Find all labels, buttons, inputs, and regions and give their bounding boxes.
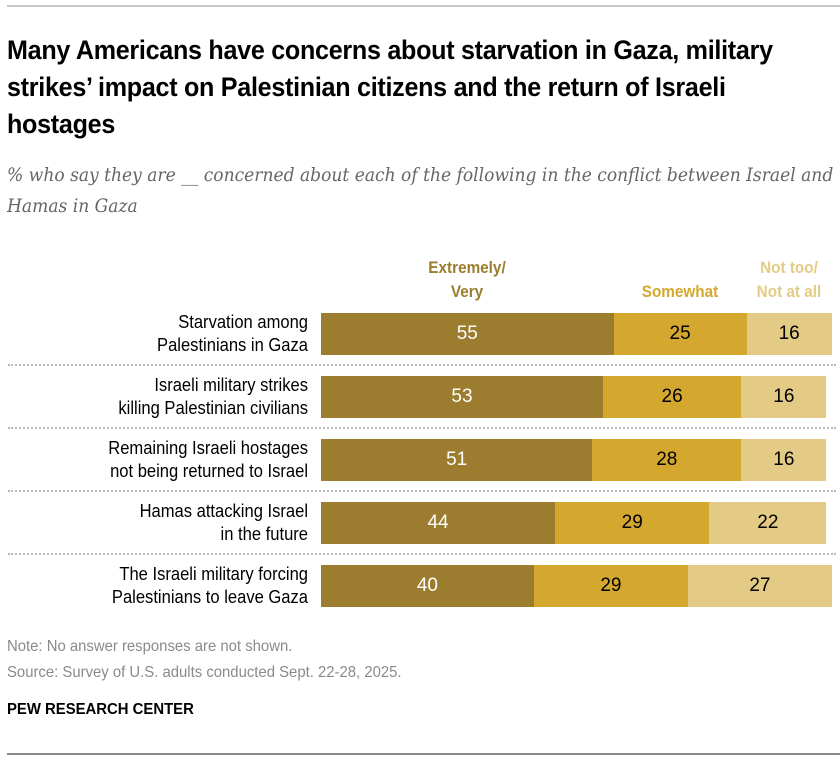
- data-label: 16: [773, 449, 795, 470]
- category-label: Starvation among Palestinians in Gaza: [157, 312, 308, 355]
- data-label: 25: [669, 323, 691, 344]
- legend-label-0: Extremely/ Very: [428, 258, 506, 301]
- data-label: 51: [446, 449, 468, 470]
- bar-segment: 16: [741, 376, 827, 418]
- category-label: Hamas attacking Israel in the future: [139, 501, 308, 544]
- category-label: The Israeli military forcing Palestinian…: [111, 564, 308, 607]
- stacked-bar-chart: Extremely/ Very Somewhat Not too/ Not at a…: [8, 258, 836, 607]
- note-text: Note: No answer responses are not shown.: [7, 638, 293, 655]
- bar-segment: 55: [321, 313, 614, 355]
- bar-segment: 26: [602, 376, 742, 418]
- bar-segment: 27: [688, 565, 832, 607]
- data-label: 26: [661, 386, 683, 407]
- data-label: 40: [416, 575, 438, 596]
- bar-segment: 16: [746, 313, 832, 355]
- data-label: 53: [451, 386, 473, 407]
- data-label: 22: [757, 512, 779, 533]
- data-label: 28: [656, 449, 678, 470]
- row-separator: [8, 427, 836, 429]
- bar-segment: 53: [321, 376, 603, 418]
- category-label: Israeli military strikes killing Palesti…: [118, 375, 308, 418]
- category-label: Remaining Israeli hostages not being ret…: [108, 438, 308, 481]
- bar-segment: 51: [321, 439, 593, 481]
- bar-segment: 25: [613, 313, 747, 355]
- data-label: 29: [621, 512, 643, 533]
- chart-title: Many Americans have concerns about starv…: [7, 35, 773, 139]
- data-label: 16: [778, 323, 800, 344]
- source-text: Source: Survey of U.S. adults conducted …: [7, 664, 402, 681]
- row-separator: [8, 364, 836, 366]
- legend-label-1: Somewhat: [641, 282, 719, 301]
- bar-segment: 22: [709, 502, 827, 544]
- bar-segment: 44: [321, 502, 556, 544]
- bar-segment: 28: [592, 439, 742, 481]
- row-separator: [8, 553, 836, 555]
- chart-subtitle: % who say they are __ concerned about ea…: [7, 164, 834, 217]
- top-rule: [7, 5, 840, 7]
- data-label: 55: [456, 323, 478, 344]
- bottom-rule: [7, 753, 840, 755]
- bar-segment: 40: [321, 565, 534, 607]
- data-label: 27: [749, 575, 771, 596]
- pew-research-logo: PEW RESEARCH CENTER: [7, 701, 194, 718]
- bar-segment: 29: [555, 502, 710, 544]
- legend-label-2: Not too/ Not at all: [756, 258, 822, 301]
- data-label: 44: [427, 512, 449, 533]
- data-label: 29: [600, 575, 622, 596]
- row-separator: [8, 490, 836, 492]
- data-label: 16: [773, 386, 795, 407]
- bar-segment: 16: [741, 439, 827, 481]
- bar-segment: 29: [533, 565, 689, 607]
